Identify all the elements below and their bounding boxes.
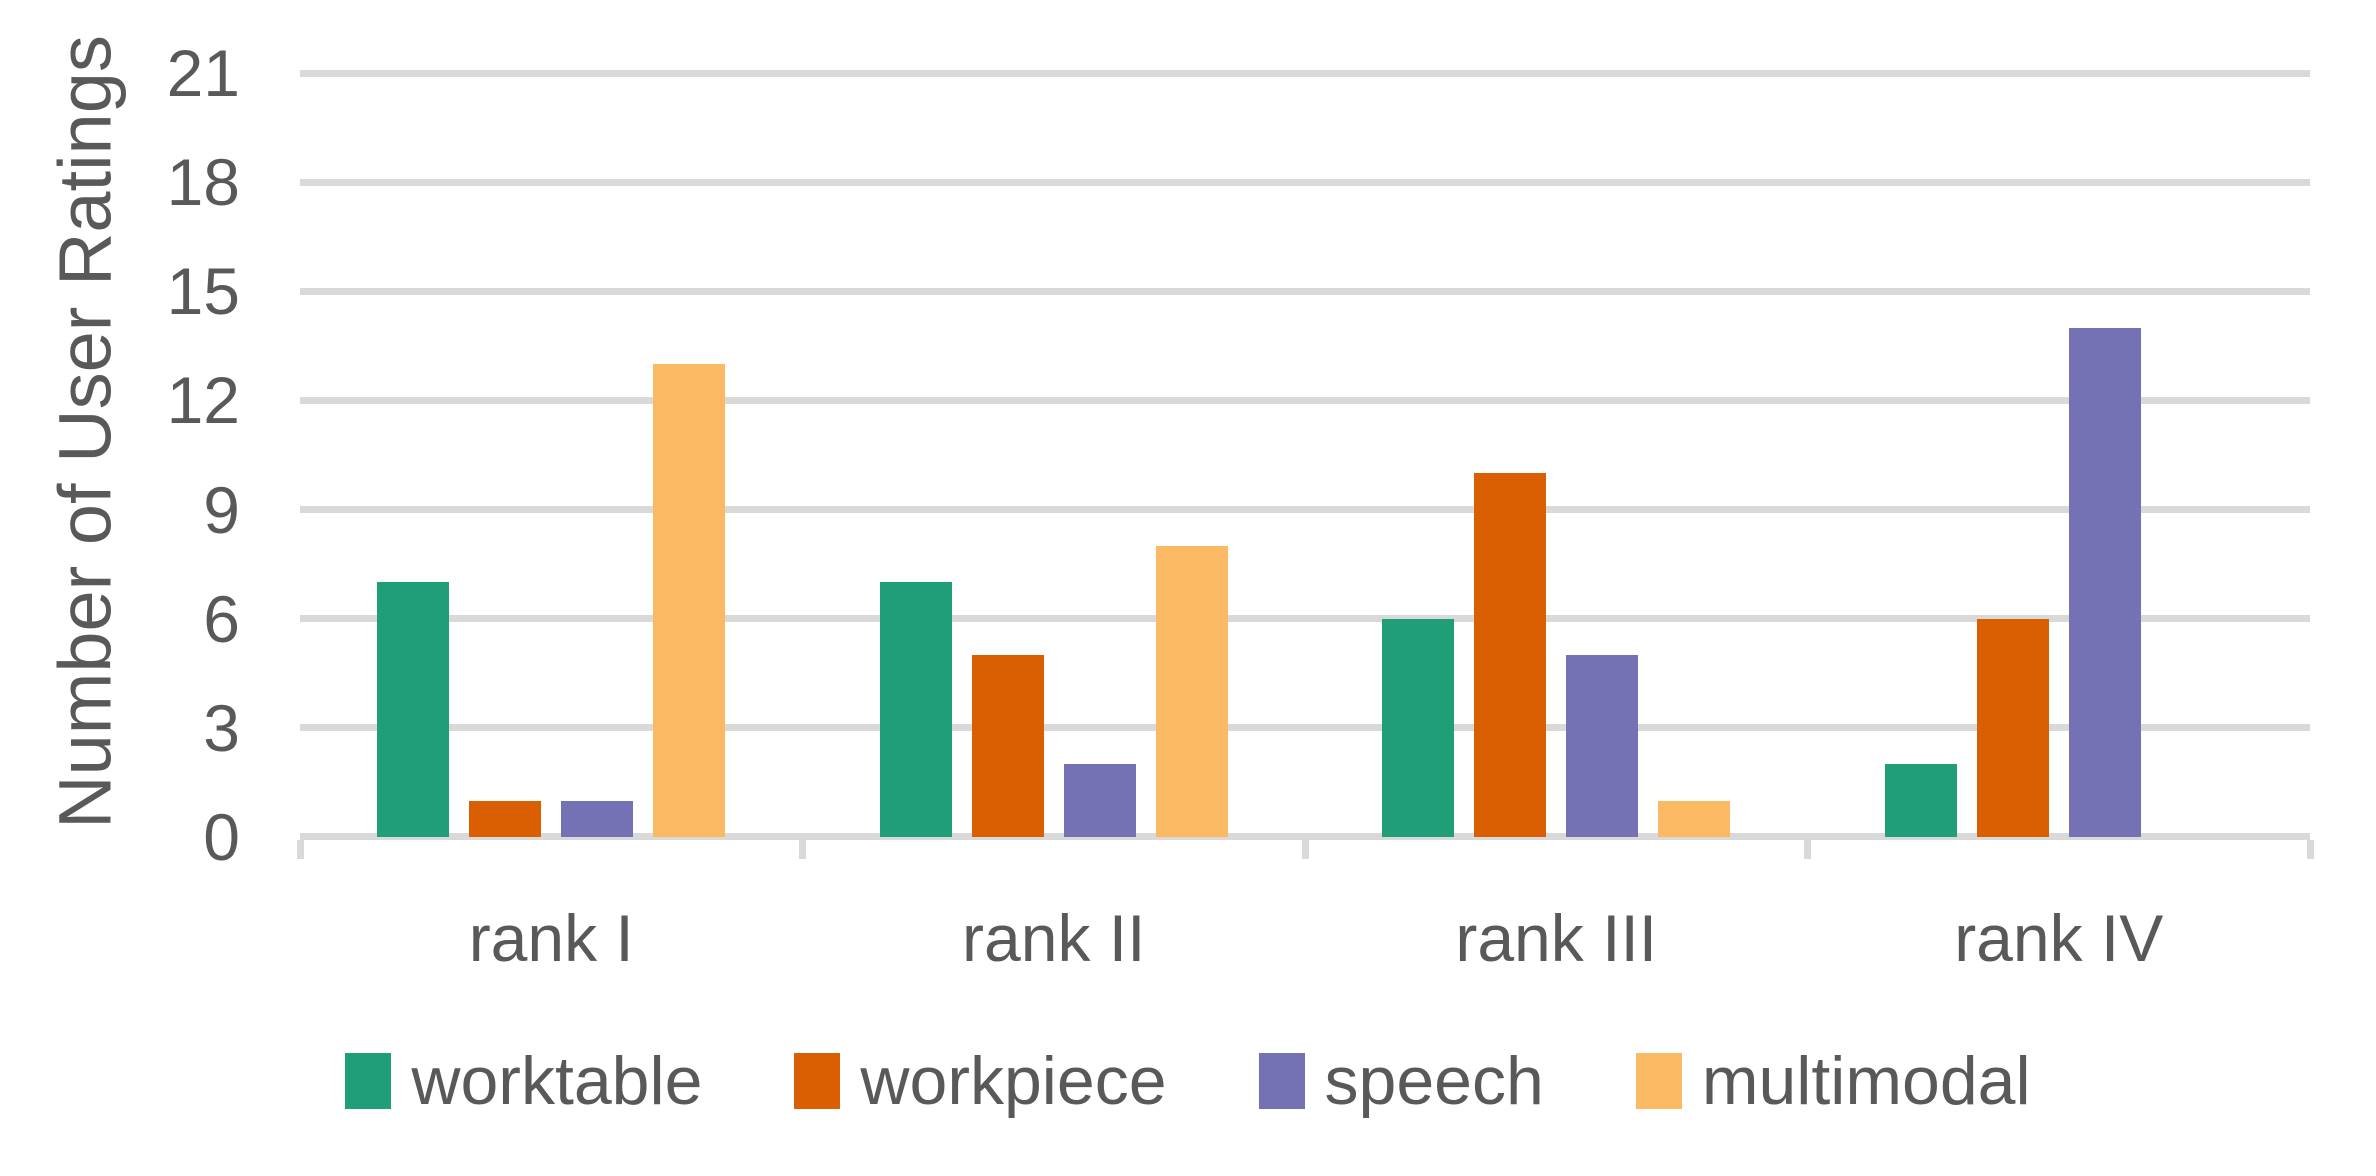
legend-item-worktable: worktable — [345, 1042, 702, 1120]
bar-speech — [2068, 327, 2141, 837]
x-axis-tick — [1804, 840, 1811, 859]
x-axis-tick — [296, 840, 304, 859]
x-axis-labels: rank I rank II rank III rank IV — [0, 898, 2376, 978]
gridline — [300, 396, 2310, 404]
bar-worktable — [377, 582, 450, 837]
gridline — [300, 724, 2310, 732]
y-tick-label: 0 — [203, 800, 240, 874]
y-tick-label: 21 — [166, 36, 240, 110]
y-tick-label: 6 — [203, 581, 240, 656]
x-axis-tick — [1301, 840, 1309, 859]
bar-multimodal — [1155, 545, 1228, 837]
gridline — [300, 69, 2310, 77]
legend-swatch-worktable — [345, 1053, 392, 1109]
x-axis-label: rank I — [468, 901, 634, 975]
bar-worktable — [879, 582, 952, 837]
gridline — [300, 178, 2310, 186]
bar-speech — [561, 800, 634, 837]
legend: worktable workpiece speech multimodal — [0, 1042, 2376, 1120]
legend-swatch-workpiece — [794, 1053, 841, 1109]
x-axis-label: rank III — [1455, 901, 1658, 975]
bar-workpiece — [971, 655, 1044, 837]
gridline — [300, 506, 2310, 514]
y-tick-label: 12 — [166, 363, 240, 438]
bar-speech — [1566, 655, 1639, 837]
legend-label-multimodal: multimodal — [1701, 1043, 2031, 1119]
x-axis-tick — [2306, 840, 2314, 859]
x-axis-tick — [799, 840, 806, 859]
bar-worktable — [1884, 764, 1957, 837]
x-axis-line — [300, 833, 2310, 840]
gridline — [300, 615, 2310, 623]
y-tick-label: 18 — [166, 145, 240, 220]
legend-item-workpiece: workpiece — [794, 1042, 1167, 1120]
legend-item-multimodal: multimodal — [1635, 1042, 2031, 1120]
gridline — [300, 287, 2310, 295]
bar-speech — [1063, 764, 1136, 837]
y-tick-label: 15 — [166, 254, 240, 329]
y-tick-label: 9 — [203, 472, 240, 547]
bar-multimodal — [653, 364, 726, 837]
x-axis-label: rank II — [962, 901, 1146, 975]
bar-workpiece — [1976, 618, 2049, 837]
legend-label-workpiece: workpiece — [860, 1043, 1167, 1119]
legend-label-speech: speech — [1324, 1043, 1544, 1119]
plot-area — [296, 69, 2314, 859]
bar-multimodal — [1658, 800, 1731, 837]
y-axis-tick-labels: 0 3 6 9 12 15 18 21 — [0, 40, 240, 870]
x-axis-label: rank IV — [1954, 901, 2164, 975]
bar-worktable — [1382, 618, 1455, 837]
y-tick-label: 3 — [203, 690, 240, 765]
bar-workpiece — [469, 800, 542, 837]
legend-item-speech: speech — [1258, 1042, 1544, 1120]
bar-workpiece — [1474, 473, 1547, 837]
legend-label-worktable: worktable — [411, 1043, 703, 1119]
legend-swatch-speech — [1258, 1053, 1305, 1109]
legend-swatch-multimodal — [1635, 1053, 1682, 1109]
